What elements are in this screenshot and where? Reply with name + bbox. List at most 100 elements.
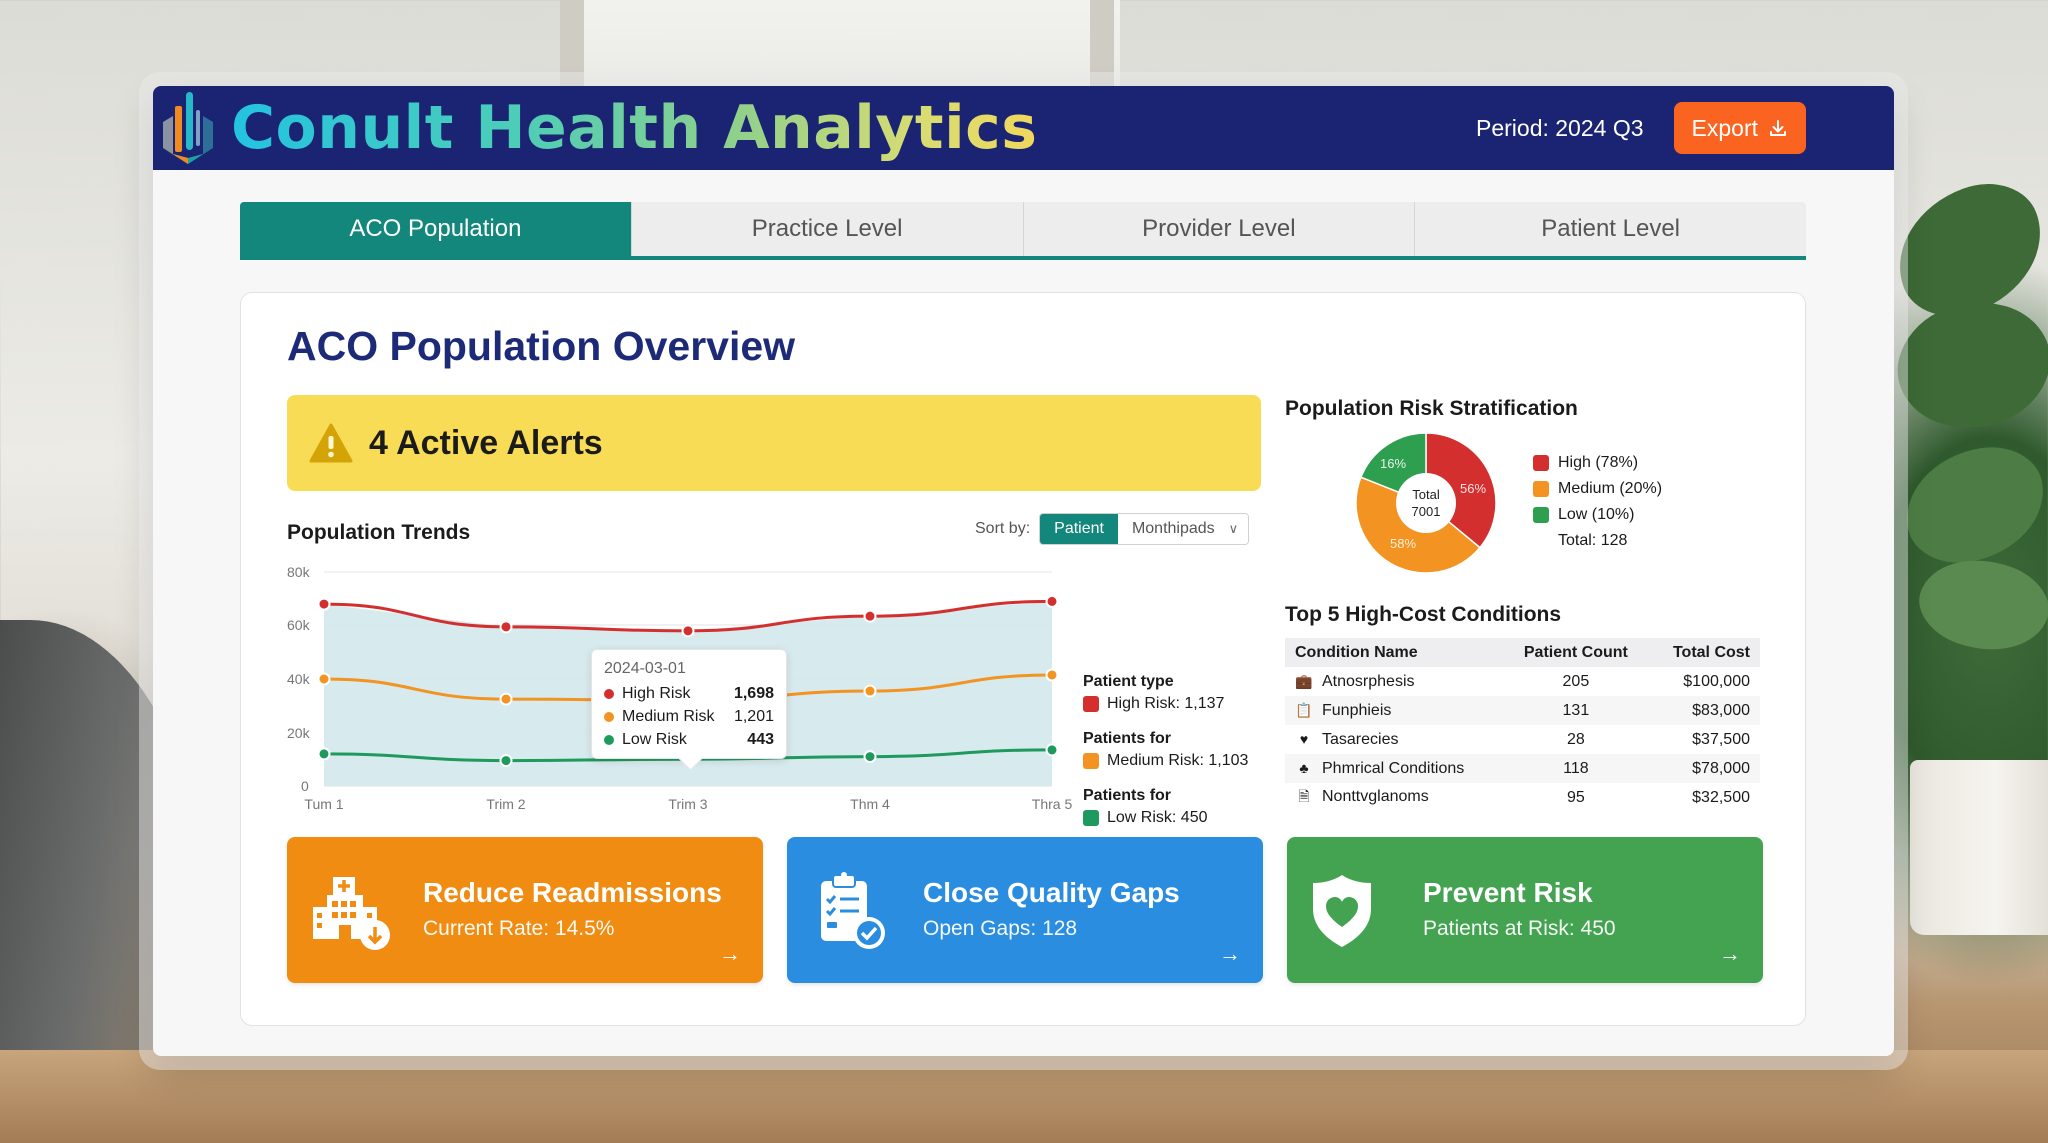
data-point[interactable] <box>317 597 331 611</box>
total-cost: $83,000 <box>1647 696 1760 725</box>
conditions-title: Top 5 High-Cost Conditions <box>1285 603 1562 626</box>
background-plant-leaf <box>1896 438 2048 572</box>
data-point[interactable] <box>1045 594 1059 608</box>
table-row[interactable]: ♣ Phmrical Conditions 118 $78,000 <box>1285 754 1760 783</box>
app-header: Conult Health Analytics Period: 2024 Q3 … <box>153 86 1894 170</box>
orange-dot-icon <box>604 711 614 722</box>
y-tick: 0 <box>301 778 309 794</box>
export-label: Export <box>1691 114 1758 141</box>
sort-patient-button[interactable]: Patient <box>1040 514 1118 544</box>
patient-count: 118 <box>1504 754 1648 783</box>
x-tick: Trim 2 <box>486 796 525 812</box>
tab-practice-level[interactable]: Practice Level <box>632 202 1024 256</box>
dashboard-window: Conult Health Analytics Period: 2024 Q3 … <box>153 86 1894 1056</box>
data-point[interactable] <box>863 684 877 698</box>
x-tick: Tum 1 <box>304 796 343 812</box>
conditions-table: Condition Name Patient Count Total Cost … <box>1285 638 1760 812</box>
prevent-risk-card[interactable]: Prevent Risk Patients at Risk: 450 → <box>1287 837 1763 983</box>
legend-swatch-red <box>1533 455 1549 471</box>
column-header-cost[interactable]: Total Cost <box>1647 638 1760 667</box>
donut-center-value: 7001 <box>1412 504 1441 519</box>
sort-segmented-control: Patient Monthipads ∨ <box>1039 513 1250 545</box>
risk-legend-medium[interactable]: Medium (20%) <box>1533 476 1662 502</box>
data-point[interactable] <box>317 747 331 761</box>
data-point[interactable] <box>863 609 877 623</box>
data-point[interactable] <box>317 672 331 686</box>
action-subtitle: Patients at Risk: 450 <box>1423 917 1616 940</box>
alerts-count-text: 4 Active Alerts <box>369 423 603 462</box>
tooltip-row-low: Low Risk 443 <box>604 728 774 751</box>
tab-provider-level[interactable]: Provider Level <box>1024 202 1416 256</box>
action-subtitle: Open Gaps: 128 <box>923 917 1078 940</box>
data-point[interactable] <box>681 624 695 638</box>
donut-center-label: Total <box>1412 487 1440 502</box>
condition-name: Funphieis <box>1322 701 1392 719</box>
total-cost: $37,500 <box>1692 730 1750 748</box>
export-button[interactable]: Export <box>1673 102 1806 154</box>
legend-swatch-orange <box>1533 481 1549 497</box>
table-row[interactable]: 🗎 Nonttvglanoms 95 $32,500 <box>1285 783 1760 812</box>
x-tick: Trim 3 <box>668 796 707 812</box>
data-point[interactable] <box>499 692 513 706</box>
legend-label: Medium (20%) <box>1558 480 1663 497</box>
period-label: Period: 2024 Q3 <box>1476 114 1644 141</box>
column-header-count[interactable]: Patient Count <box>1504 638 1648 667</box>
condition-name: Nonttvglanoms <box>1322 787 1429 805</box>
legend-group-high: Patient type High Risk: 1,137 <box>1083 673 1248 713</box>
table-row[interactable]: 💼 Atnosrphesis 205 $100,000 <box>1285 667 1760 696</box>
sort-dropdown-value: Monthipads <box>1131 520 1215 537</box>
red-dot-icon <box>604 688 614 699</box>
action-title: Close Quality Gaps <box>923 877 1180 908</box>
data-point[interactable] <box>499 620 513 634</box>
document-icon: 🗎 <box>1298 787 1310 804</box>
population-trends-title: Population Trends <box>287 521 471 544</box>
chart-tooltip: 2024-03-01 High Risk 1,698 Medium Risk 1… <box>591 649 787 759</box>
patient-count: 95 <box>1566 788 1585 806</box>
tab-patient-level[interactable]: Patient Level <box>1541 215 1680 242</box>
y-tick: 80k <box>287 564 311 580</box>
background-desk <box>0 1050 2048 1143</box>
data-point[interactable] <box>1045 668 1059 682</box>
risk-donut-chart[interactable]: Total 7001 56% 58% 16% <box>1351 428 1501 578</box>
table-row[interactable]: ♥ Tasarecies 28 $37,500 <box>1285 725 1760 754</box>
page-title: ACO Population Overview <box>287 323 796 369</box>
slice-label-low: 16% <box>1380 456 1406 471</box>
condition-name: Phmrical Conditions <box>1322 759 1465 777</box>
tab-aco-population[interactable]: ACO Population <box>240 202 632 256</box>
data-point[interactable] <box>499 754 513 768</box>
heartbeat-icon: ♥ <box>1299 730 1309 747</box>
legend-item[interactable]: Low Risk: 450 <box>1083 809 1248 827</box>
condition-name: Tasarecies <box>1322 730 1399 748</box>
app-logo-icon <box>163 92 213 164</box>
sort-period-dropdown[interactable]: Monthipads ∨ <box>1117 514 1249 544</box>
sort-by-label: Sort by: <box>975 520 1031 537</box>
donut-slice-high[interactable] <box>1425 432 1497 549</box>
total-cost: $32,500 <box>1692 788 1750 806</box>
reduce-readmissions-card[interactable]: Reduce Readmissions Current Rate: 14.5% … <box>287 837 763 983</box>
background-plant-leaf <box>1885 283 2048 447</box>
medical-bag-icon: 💼 <box>1295 672 1313 689</box>
patient-count: 205 <box>1562 672 1590 690</box>
legend-heading: Patient type <box>1083 673 1174 690</box>
green-dot-icon <box>604 734 614 745</box>
risk-legend-low[interactable]: Low (10%) <box>1533 502 1662 528</box>
table-row[interactable]: 📋 Funphieis 131 $83,000 <box>1285 696 1760 725</box>
tooltip-label: Low Risk <box>622 730 687 748</box>
level-tabs: ACO Population Practice Level Provider L… <box>240 202 1806 260</box>
clipboard-icon: 📋 <box>1295 701 1313 718</box>
sort-control: Sort by: Patient Monthipads ∨ <box>975 513 1250 545</box>
legend-item[interactable]: Medium Risk: 1,103 <box>1083 752 1248 770</box>
y-axis-labels: 80k 60k 40k 20k 0 <box>287 564 311 794</box>
legend-item[interactable]: High Risk: 1,137 <box>1083 695 1248 713</box>
close-quality-gaps-card[interactable]: Close Quality Gaps Open Gaps: 128 → <box>787 837 1263 983</box>
data-point[interactable] <box>1045 743 1059 757</box>
alerts-banner[interactable]: 4 Active Alerts <box>287 395 1261 491</box>
column-header-condition[interactable]: Condition Name <box>1285 638 1505 667</box>
warning-triangle-icon <box>309 423 353 463</box>
data-point[interactable] <box>863 750 877 764</box>
action-title: Reduce Readmissions <box>423 877 722 908</box>
legend-group-low: Patients for Low Risk: 450 <box>1083 787 1248 827</box>
risk-legend: High (78%) Medium (20%) Low (10%) Total:… <box>1533 450 1662 554</box>
risk-legend-high[interactable]: High (78%) <box>1533 450 1662 476</box>
condition-name: Atnosrphesis <box>1322 672 1415 690</box>
